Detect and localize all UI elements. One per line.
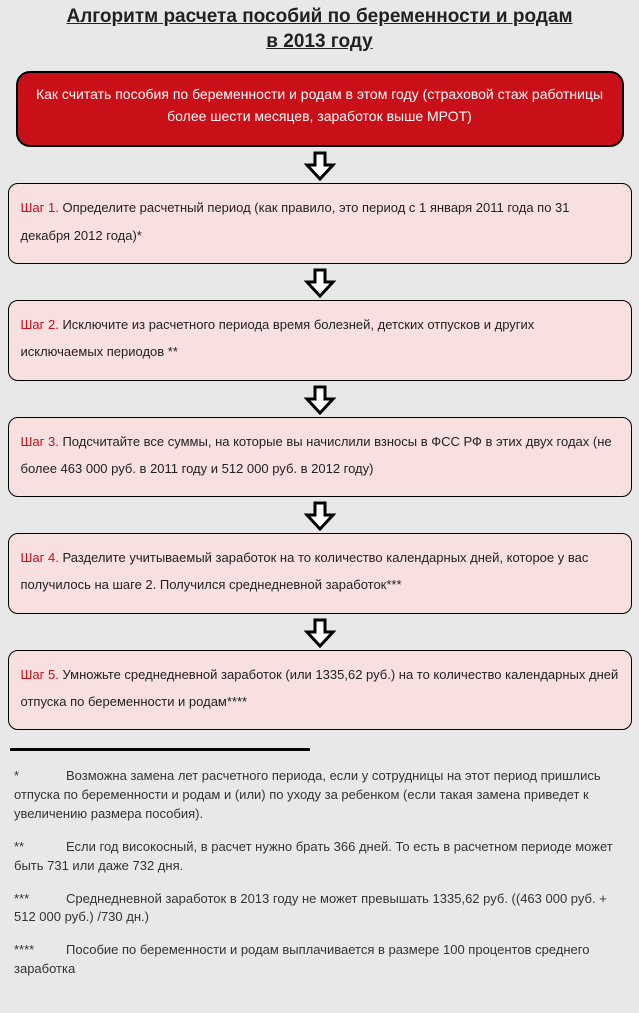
page-subtitle: в 2013 году [0, 31, 639, 71]
arrow-icon [303, 385, 337, 415]
footnote-mark: * [14, 767, 66, 786]
footnote: **Если год високосный, в расчет нужно бр… [14, 838, 625, 876]
footnotes: *Возможна замена лет расчетного периода,… [0, 757, 639, 979]
arrow-icon [303, 501, 337, 531]
footnote: ***Среднедневной заработок в 2013 году н… [14, 890, 625, 928]
flow-column: Как считать пособия по беременности и ро… [0, 71, 639, 731]
footnote-text: Возможна замена лет расчетного периода, … [14, 768, 601, 821]
footnote: *Возможна замена лет расчетного периода,… [14, 767, 625, 824]
step-box: Шаг 3. Подсчитайте все суммы, на которые… [8, 417, 632, 498]
step-text: Исключите из расчетного периода время бо… [21, 317, 535, 359]
footnote-text: Если год високосный, в расчет нужно брат… [14, 839, 613, 873]
step-label: Шаг 4. [21, 550, 59, 565]
footnote-text: Пособие по беременности и родам выплачив… [14, 942, 589, 976]
step-box: Шаг 2. Исключите из расчетного периода в… [8, 300, 632, 381]
page-title: Алгоритм расчета пособий по беременности… [0, 0, 639, 31]
step-text: Определите расчетный период (как правило… [21, 200, 570, 242]
step-label: Шаг 3. [21, 434, 59, 449]
step-text: Умножьте среднедневной заработок (или 13… [21, 667, 619, 709]
arrow-icon [303, 618, 337, 648]
divider [10, 748, 310, 751]
step-text: Разделите учитываемый заработок на то ко… [21, 550, 589, 592]
footnote-text: Среднедневной заработок в 2013 году не м… [14, 891, 607, 925]
footnote-mark: ** [14, 838, 66, 857]
step-box: Шаг 4. Разделите учитываемый заработок н… [8, 533, 632, 614]
step-label: Шаг 1. [21, 200, 59, 215]
arrow-icon [303, 268, 337, 298]
step-label: Шаг 5. [21, 667, 59, 682]
arrow-icon [303, 151, 337, 181]
header-box: Как считать пособия по беременности и ро… [16, 71, 624, 148]
step-label: Шаг 2. [21, 317, 59, 332]
page: Алгоритм расчета пособий по беременности… [0, 0, 639, 1013]
step-box: Шаг 5. Умножьте среднедневной заработок … [8, 650, 632, 731]
footnote-mark: *** [14, 890, 66, 909]
step-box: Шаг 1. Определите расчетный период (как … [8, 183, 632, 264]
step-text: Подсчитайте все суммы, на которые вы нач… [21, 434, 612, 476]
footnote-mark: **** [14, 941, 66, 960]
footnote: ****Пособие по беременности и родам выпл… [14, 941, 625, 979]
